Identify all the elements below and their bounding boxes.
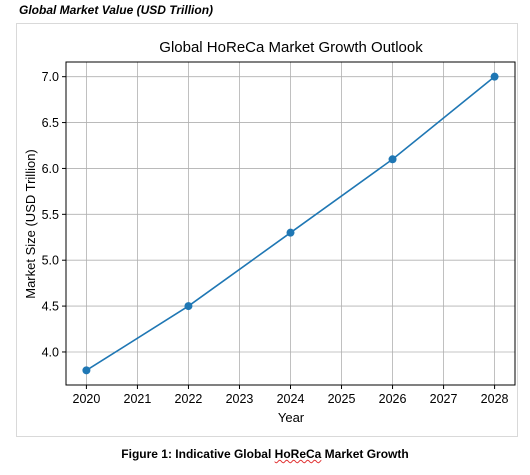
caption-flagged-word: HoReCa	[274, 447, 322, 461]
y-tick-label: 6.5	[42, 116, 59, 130]
y-tick-label: 4.5	[42, 300, 59, 314]
caption-prefix: Figure 1: Indicative Global	[121, 447, 275, 461]
x-tick-label: 2027	[430, 392, 458, 406]
data-point-2026	[388, 155, 397, 164]
y-tick-label: 7.0	[42, 70, 59, 84]
figure-caption: Figure 1: Indicative Global HoReCa Marke…	[0, 447, 530, 461]
x-tick-label: 2022	[175, 392, 203, 406]
caption-suffix: Market Growth	[321, 447, 409, 461]
chart-title: Global HoReCa Market Growth Outlook	[159, 39, 423, 56]
y-tick-label: 4.0	[42, 345, 59, 359]
axis-ticks: 2020 2021 2022 2023 2024 2025 2026 2027 2028 4.0 4…	[42, 70, 509, 406]
data-point-2020	[82, 366, 91, 375]
series-layer	[82, 72, 499, 375]
x-tick-label: 2023	[226, 392, 254, 406]
y-tick-label: 6.0	[42, 162, 59, 176]
chart-frame	[16, 23, 518, 437]
x-tick-label: 2026	[379, 392, 407, 406]
line-chart: Global HoReCa Market Growth Outlook 2020…	[23, 39, 516, 425]
gridlines	[66, 62, 515, 385]
figure-heading: Global Market Value (USD Trillion)	[19, 3, 214, 17]
x-tick-label: 2020	[73, 392, 101, 406]
x-tick-label: 2028	[481, 392, 509, 406]
y-axis-label: Market Size (USD Trillion)	[23, 149, 38, 299]
y-tick-label: 5.0	[42, 254, 59, 268]
x-tick-label: 2024	[277, 392, 305, 406]
y-tick-label: 5.5	[42, 208, 59, 222]
x-axis-label: Year	[278, 410, 305, 425]
data-point-2024	[286, 228, 295, 237]
data-point-2022	[184, 302, 193, 311]
x-tick-label: 2025	[328, 392, 356, 406]
data-point-2028	[490, 72, 499, 81]
x-tick-label: 2021	[124, 392, 152, 406]
